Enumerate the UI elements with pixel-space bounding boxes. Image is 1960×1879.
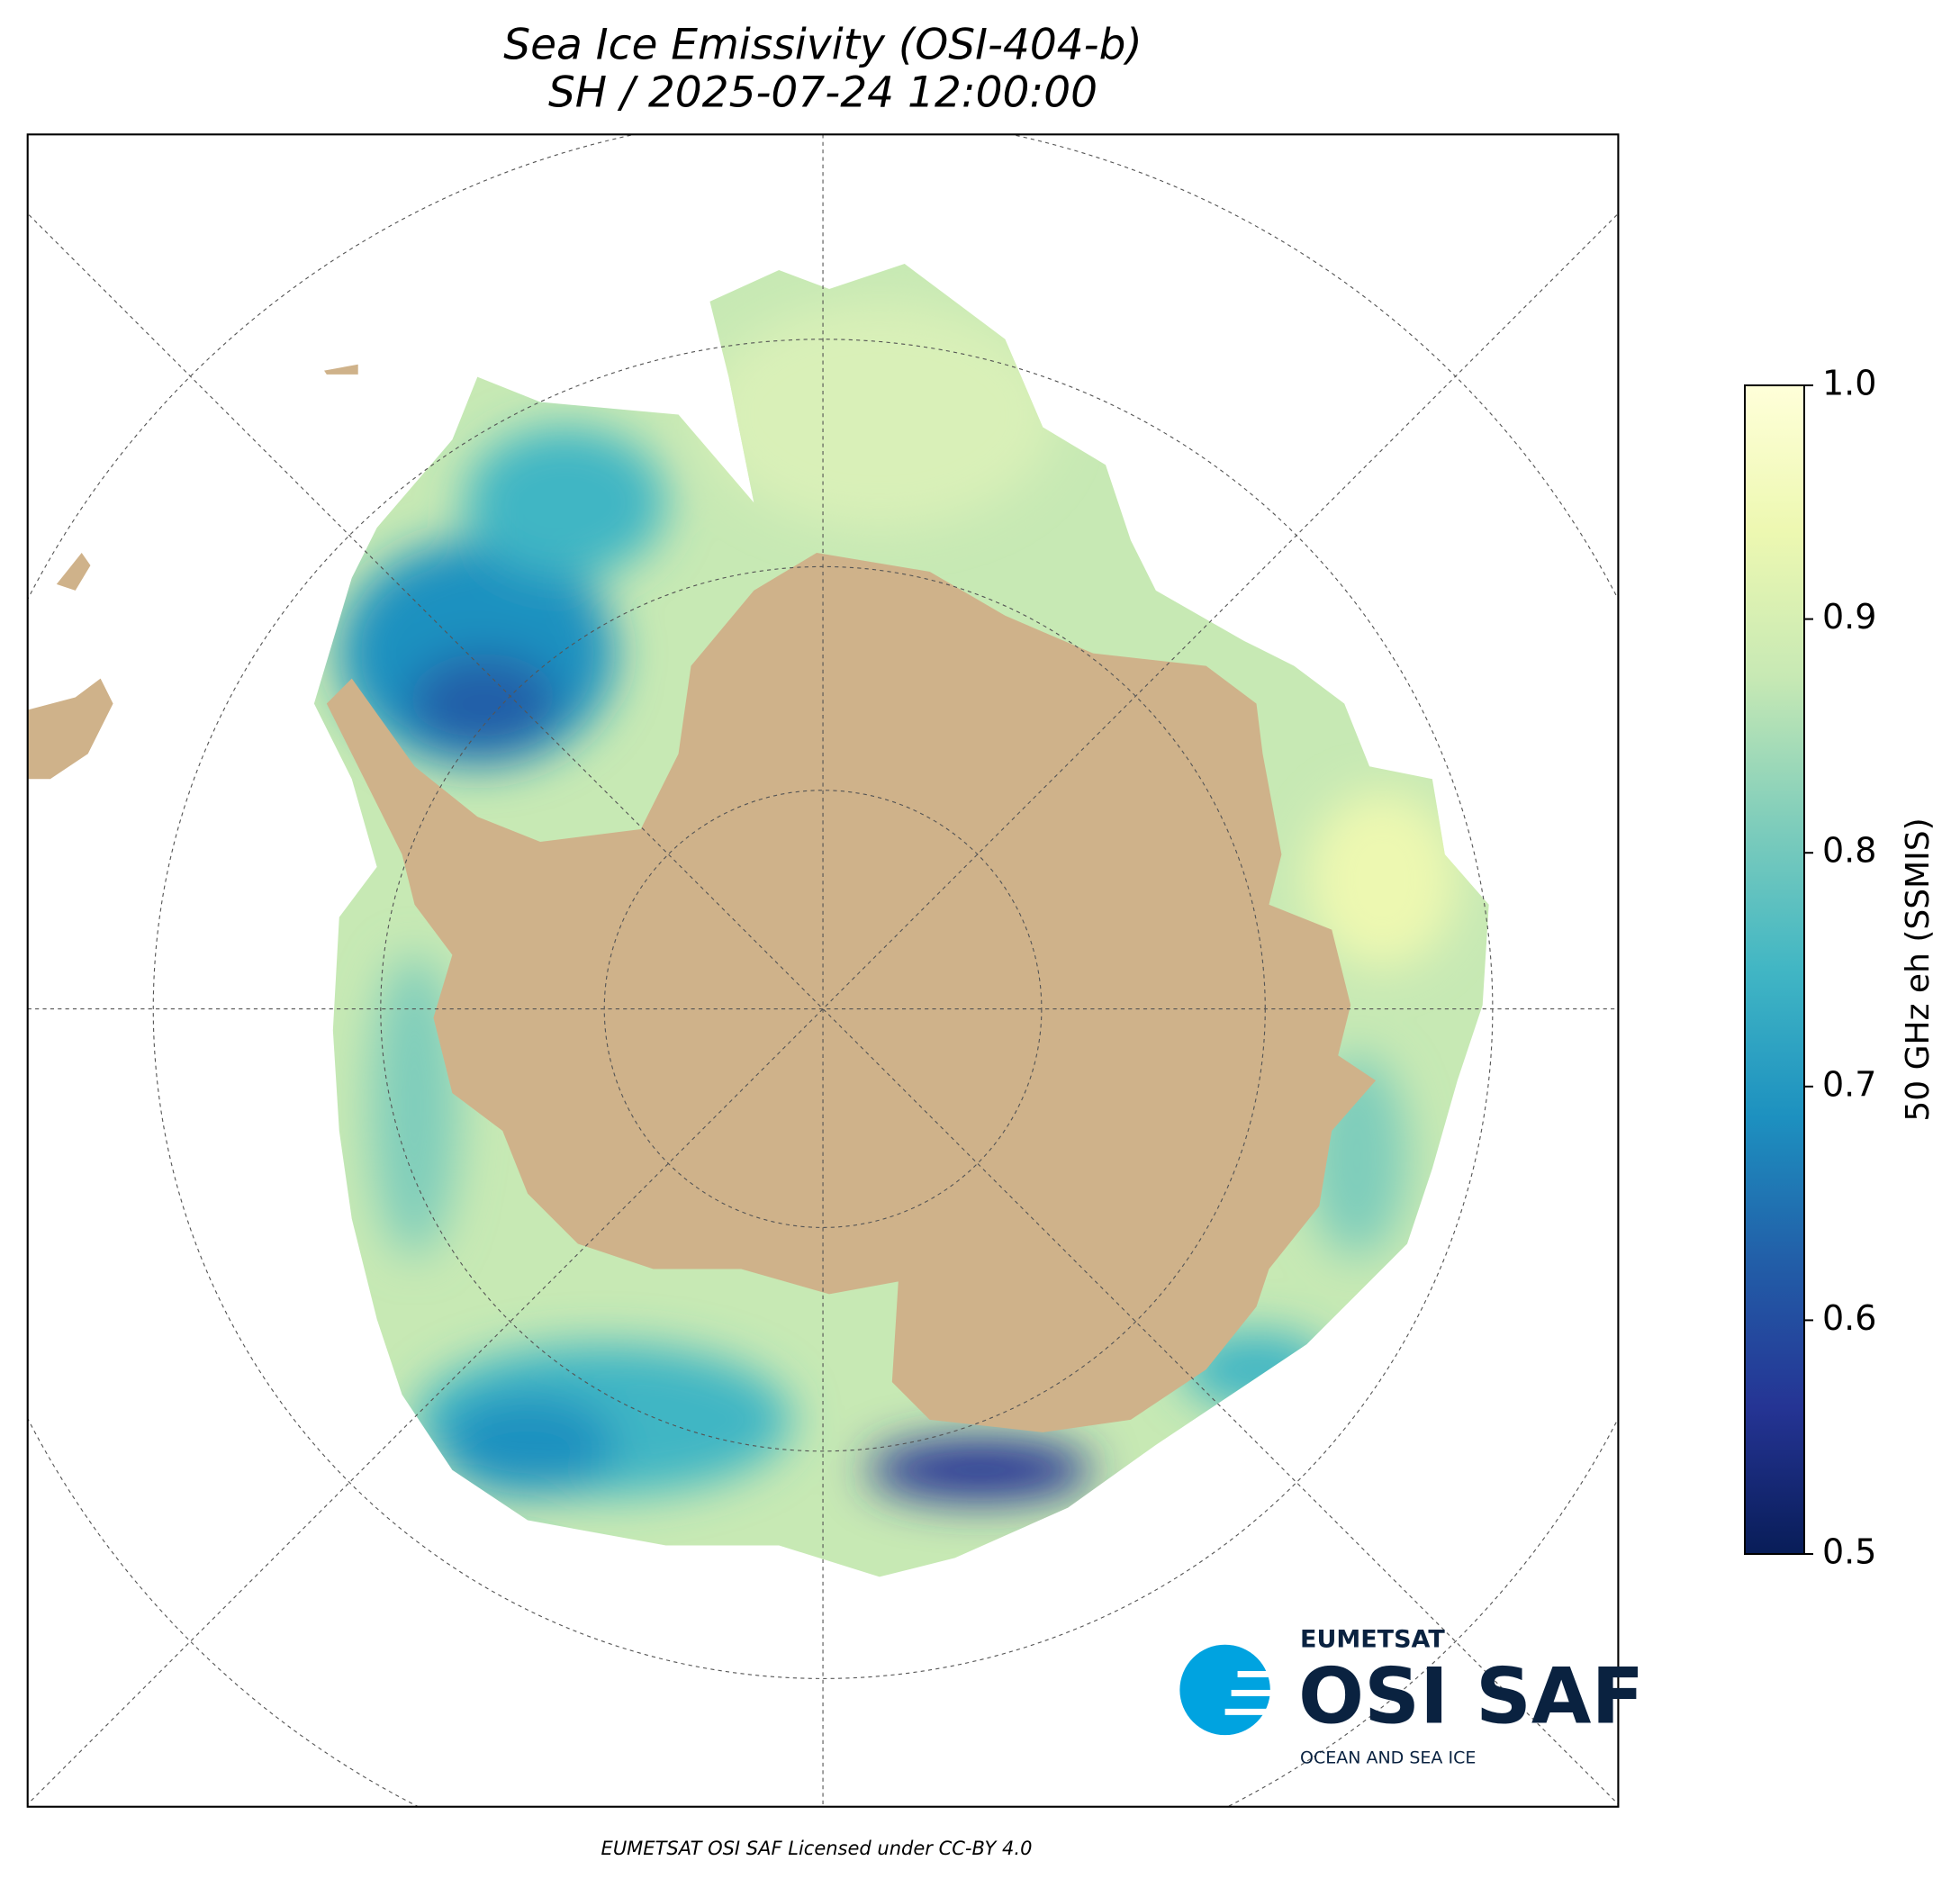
logo-name: OSI SAF bbox=[1298, 1651, 1644, 1741]
antarctica bbox=[326, 553, 1377, 1432]
colorbar-tick-label: 0.5 bbox=[1822, 1532, 1876, 1572]
logo-tagline: OCEAN AND SEA ICE bbox=[1300, 1748, 1476, 1768]
sea-ice bbox=[313, 264, 1489, 1577]
colorbar-tick-label: 0.6 bbox=[1822, 1298, 1876, 1338]
colorbar-label: 50 GHz eh (SSMIS) bbox=[1900, 818, 1937, 1121]
colorbar-tick-label: 1.0 bbox=[1822, 364, 1876, 403]
colorbar bbox=[1744, 384, 1805, 1555]
chart-title: Sea Ice Emissivity (OSI-404-b) bbox=[503, 21, 1143, 70]
land bbox=[27, 364, 358, 780]
credit: EUMETSAT OSI SAF Licensed under CC-BY 4.… bbox=[601, 1838, 1033, 1859]
chart-subtitle: SH / 2025-07-24 12:00:00 bbox=[548, 68, 1097, 118]
logo bbox=[1179, 1644, 1282, 1736]
graticule bbox=[27, 134, 1619, 1807]
map bbox=[26, 133, 1620, 1808]
logo-org: EUMETSAT bbox=[1300, 1626, 1445, 1654]
colorbar-tick-label: 0.9 bbox=[1822, 597, 1876, 637]
colorbar-tick-label: 0.7 bbox=[1822, 1064, 1876, 1104]
colorbar-tick-label: 0.8 bbox=[1822, 831, 1876, 871]
